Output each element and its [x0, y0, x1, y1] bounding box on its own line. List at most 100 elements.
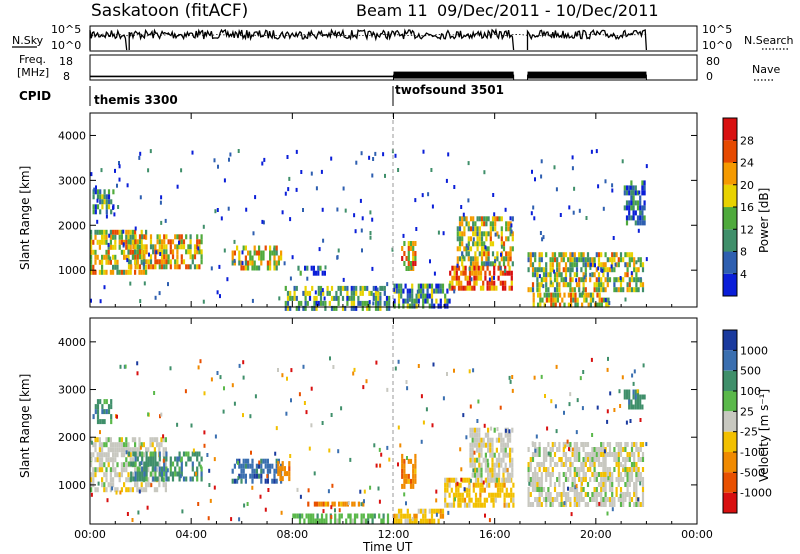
power-scatter-cell — [500, 244, 503, 249]
power-cell — [422, 293, 425, 299]
power-cell — [403, 241, 406, 246]
power-cell — [247, 250, 250, 256]
velocity-cell — [571, 462, 574, 467]
power-cell — [176, 264, 179, 270]
velocity-cell — [471, 432, 474, 438]
velocity-cell — [107, 437, 110, 443]
velocity-scatter-cell — [506, 468, 509, 473]
power-cell — [564, 272, 568, 278]
power-scatter-cell — [533, 216, 536, 221]
velocity-cell — [495, 462, 498, 468]
power-scatter-cell — [578, 208, 581, 213]
power-colorbar-label: 4 — [740, 268, 747, 281]
velocity-cell — [301, 513, 304, 519]
power-cell — [129, 269, 132, 275]
velocity-cell — [309, 518, 313, 524]
velocity-cell — [500, 432, 503, 438]
velocity-cell — [242, 463, 245, 469]
beam-label: Beam 11 — [356, 1, 428, 20]
velocity-scatter-cell — [435, 512, 438, 517]
cpid-label: CPID — [19, 89, 51, 103]
power-scatter-cell — [564, 276, 567, 281]
power-cell — [149, 259, 153, 265]
velocity-cell — [639, 457, 642, 462]
velocity-cell — [611, 472, 614, 477]
power-cell — [448, 283, 451, 289]
power-cell — [114, 234, 117, 240]
power-cell — [536, 287, 539, 293]
velocity-cell — [589, 462, 592, 467]
velocity-cell — [101, 409, 104, 415]
velocity-cell — [597, 462, 601, 467]
velocity-scatter-cell — [138, 489, 141, 494]
velocity-cell — [487, 472, 490, 478]
velocity-cell — [469, 447, 472, 453]
power-cell — [407, 251, 410, 256]
power-cell — [289, 290, 292, 296]
velocity-cell — [491, 462, 494, 468]
power-scatter-cell — [96, 219, 99, 224]
velocity-cell — [403, 468, 406, 474]
velocity-cell — [493, 452, 496, 458]
power-cell — [304, 285, 307, 291]
velocity-cell — [553, 452, 557, 457]
power-cell — [96, 254, 99, 260]
velocity-cell — [479, 502, 482, 508]
velocity-cell — [575, 497, 579, 502]
power-cell — [628, 262, 631, 268]
velocity-cell — [247, 463, 250, 469]
power-cell — [639, 282, 642, 288]
power-scatter-cell — [416, 289, 419, 294]
power-cell — [576, 297, 579, 303]
power-cell — [531, 282, 535, 288]
velocity-cell — [138, 461, 142, 467]
power-scatter-cell — [571, 155, 574, 160]
velocity-cell — [628, 472, 631, 477]
power-cell — [406, 298, 409, 304]
power-scatter-cell — [154, 295, 157, 300]
velocity-cell — [446, 487, 449, 493]
power-cell — [476, 241, 479, 247]
power-cell — [573, 252, 576, 258]
power-cell — [604, 267, 607, 273]
velocity-cell — [240, 473, 243, 479]
velocity-cell — [160, 471, 164, 477]
power-cell — [255, 265, 258, 271]
power-cell — [562, 282, 565, 288]
velocity-colorbar-label: 100 — [740, 385, 761, 398]
power-cell — [444, 293, 447, 299]
power-cell — [92, 249, 95, 255]
velocity-cell — [105, 442, 108, 448]
power-cell — [465, 216, 468, 222]
cpid-program-1: twofsound 3501 — [395, 83, 504, 97]
power-cell — [496, 231, 499, 237]
power-scatter-cell — [369, 231, 372, 235]
velocity-cell — [498, 432, 501, 438]
power-scatter-cell — [453, 185, 456, 189]
power-ytick-label: 3000 — [58, 174, 86, 187]
power-scatter-cell — [470, 277, 473, 282]
velocity-cell — [138, 447, 141, 453]
power-cell — [643, 200, 646, 206]
power-scatter-cell — [621, 159, 624, 164]
velocity-cell — [331, 501, 334, 507]
velocity-cell — [624, 467, 627, 472]
power-cell — [483, 221, 486, 227]
power-cell — [149, 244, 153, 250]
power-cell — [564, 262, 568, 268]
velocity-cell — [471, 452, 474, 458]
power-scatter-cell — [178, 240, 180, 245]
velocity-cell — [478, 452, 481, 458]
power-cell — [286, 295, 290, 301]
velocity-scatter-cell — [394, 366, 397, 371]
velocity-colorbar-swatch — [723, 431, 737, 452]
velocity-scatter-cell — [508, 429, 511, 434]
power-cell — [551, 257, 554, 263]
power-cell — [538, 252, 541, 258]
power-cell — [412, 241, 415, 246]
power-scatter-cell — [252, 231, 255, 236]
power-cell — [637, 287, 640, 293]
power-cell — [136, 259, 139, 265]
power-cell — [125, 254, 128, 260]
